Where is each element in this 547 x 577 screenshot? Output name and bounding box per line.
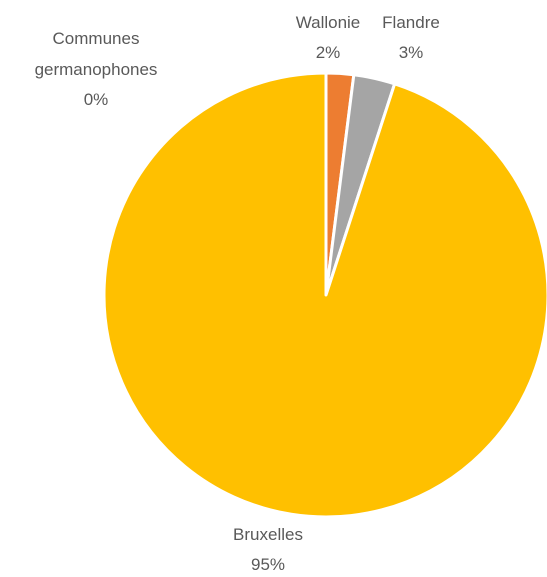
label-wallonie: Wallonie 2% (296, 13, 361, 62)
label-bruxelles-value: 95% (251, 555, 285, 574)
label-communes-germanophones-name-line1: Communes (53, 29, 140, 48)
label-communes-germanophones: Communes germanophones 0% (35, 29, 158, 109)
pie-slice-bruxelles (102, 71, 547, 519)
label-wallonie-value: 2% (316, 43, 341, 62)
label-flandre-value: 3% (399, 43, 424, 62)
label-communes-germanophones-value: 0% (84, 90, 109, 109)
label-flandre-name: Flandre (382, 13, 440, 32)
pie-slices (102, 71, 547, 519)
label-bruxelles-name: Bruxelles (233, 525, 303, 544)
label-wallonie-name: Wallonie (296, 13, 361, 32)
label-communes-germanophones-name-line2: germanophones (35, 60, 158, 79)
label-bruxelles: Bruxelles 95% (233, 525, 303, 574)
label-flandre: Flandre 3% (382, 13, 440, 62)
